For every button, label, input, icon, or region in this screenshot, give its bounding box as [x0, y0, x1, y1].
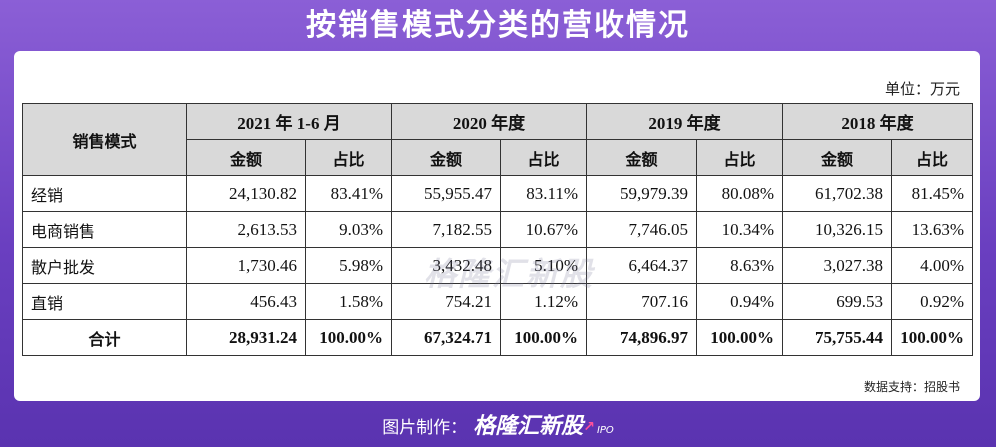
header-period: 2019 年度: [586, 103, 784, 140]
cell-amount: 707.16: [586, 283, 698, 320]
arrow-icon: ↗: [583, 419, 595, 435]
cell-share: 0.92%: [891, 283, 974, 320]
cell-share: 100.00%: [696, 319, 784, 356]
header-sales-mode: 销售模式: [22, 103, 187, 176]
footer-credit: 图片制作： 格隆汇新股↗ IPO: [0, 412, 996, 446]
cell-share: 1.58%: [304, 283, 393, 320]
page-title: 按销售模式分类的营收情况: [306, 8, 690, 43]
cell-amount: 61,702.38: [782, 175, 893, 212]
cell-share: 1.12%: [500, 283, 588, 320]
cell-amount: 7,746.05: [586, 211, 698, 248]
cell-share: 8.63%: [696, 247, 784, 284]
cell-share: 4.00%: [891, 247, 974, 284]
row-category: 经销: [22, 175, 187, 212]
cell-share: 5.10%: [500, 247, 588, 284]
table-row: 直销 456.43 1.58% 754.21 1.12% 707.16 0.94…: [22, 283, 974, 320]
ipo-tag: IPO: [596, 425, 614, 436]
cell-amount: 55,955.47: [391, 175, 502, 212]
source-note: 数据支持：招股书: [863, 380, 960, 394]
row-category: 合计: [22, 319, 187, 356]
cell-share: 0.94%: [696, 283, 784, 320]
cell-amount: 456.43: [186, 283, 306, 320]
brand-logo: 格隆汇新股: [473, 414, 584, 439]
cell-amount: 74,896.97: [586, 319, 698, 356]
header-period: 2020 年度: [391, 103, 588, 140]
table-row: 经销 24,130.82 83.41% 55,955.47 83.11% 59,…: [22, 175, 974, 212]
cell-amount: 3,432.48: [391, 247, 502, 284]
cell-amount: 10,326.15: [782, 211, 893, 248]
total-row: 合计 28,931.24 100.00% 67,324.71 100.00% 7…: [22, 319, 974, 356]
cell-amount: 3,027.38: [782, 247, 893, 284]
header-share: 占比: [696, 139, 784, 176]
cell-share: 80.08%: [696, 175, 784, 212]
cell-share: 9.03%: [304, 211, 393, 248]
header-amount: 金额: [186, 139, 306, 176]
cell-amount: 7,182.55: [391, 211, 502, 248]
table-card: 单位：万元 销售模式 2021 年 1-6 月 2020 年度 2019 年度 …: [14, 51, 980, 401]
cell-amount: 59,979.39: [586, 175, 698, 212]
footer-label: 图片制作：: [382, 418, 468, 438]
row-category: 散户批发: [22, 247, 187, 284]
header-share: 占比: [304, 139, 393, 176]
cell-share: 100.00%: [304, 319, 393, 356]
header-period: 2018 年度: [782, 103, 974, 140]
header-amount: 金额: [391, 139, 502, 176]
cell-amount: 754.21: [391, 283, 502, 320]
cell-share: 5.98%: [304, 247, 393, 284]
cell-share: 13.63%: [891, 211, 974, 248]
header-period: 2021 年 1-6 月: [185, 103, 393, 140]
cell-share: 100.00%: [891, 319, 974, 356]
cell-share: 100.00%: [500, 319, 588, 356]
cell-share: 83.41%: [304, 175, 393, 212]
cell-amount: 67,324.71: [391, 319, 502, 356]
header-share: 占比: [500, 139, 588, 176]
cell-share: 10.34%: [696, 211, 784, 248]
cell-amount: 1,730.46: [186, 247, 306, 284]
cell-share: 83.11%: [500, 175, 588, 212]
row-category: 电商销售: [22, 211, 187, 248]
revenue-table: 销售模式 2021 年 1-6 月 2020 年度 2019 年度 2018 年…: [22, 103, 974, 356]
table-row: 散户批发 1,730.46 5.98% 3,432.48 5.10% 6,464…: [22, 247, 974, 284]
cell-amount: 6,464.37: [586, 247, 698, 284]
cell-amount: 699.53: [782, 283, 893, 320]
header-share: 占比: [891, 139, 974, 176]
table-row: 电商销售 2,613.53 9.03% 7,182.55 10.67% 7,74…: [22, 211, 974, 248]
cell-amount: 75,755.44: [782, 319, 893, 356]
cell-amount: 24,130.82: [186, 175, 306, 212]
cell-amount: 28,931.24: [186, 319, 306, 356]
header-amount: 金额: [782, 139, 893, 176]
cell-amount: 2,613.53: [186, 211, 306, 248]
header-amount: 金额: [586, 139, 698, 176]
cell-share: 81.45%: [891, 175, 974, 212]
cell-share: 10.67%: [500, 211, 588, 248]
row-category: 直销: [22, 283, 187, 320]
unit-label: 单位：万元: [884, 80, 960, 98]
